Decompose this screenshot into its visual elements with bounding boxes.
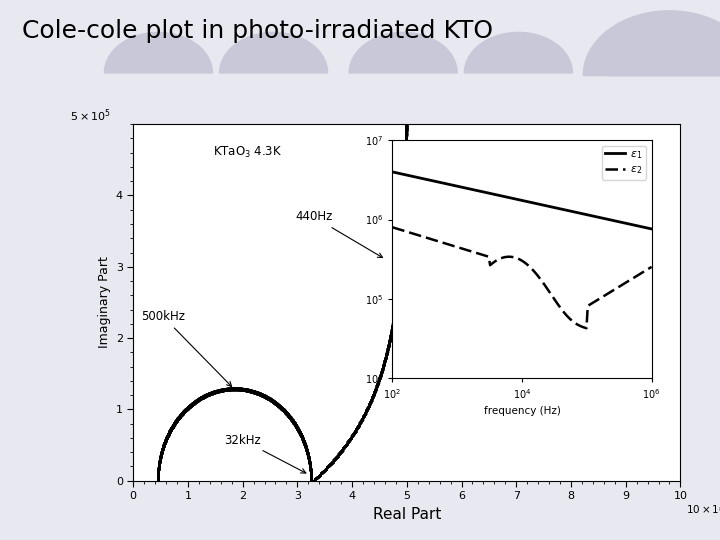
Text: $5\times10^5$: $5\times10^5$ <box>71 107 112 124</box>
Wedge shape <box>104 32 212 73</box>
Text: Cole-cole plot in photo-irradiated KTO: Cole-cole plot in photo-irradiated KTO <box>22 19 492 43</box>
Wedge shape <box>464 32 572 73</box>
Text: 32kHz: 32kHz <box>224 434 306 473</box>
Y-axis label: Imaginary Part: Imaginary Part <box>99 256 112 348</box>
Wedge shape <box>583 11 720 76</box>
Wedge shape <box>608 30 720 76</box>
Legend: $\varepsilon_1$, $\varepsilon_2$: $\varepsilon_1$, $\varepsilon_2$ <box>602 146 646 180</box>
X-axis label: frequency (Hz): frequency (Hz) <box>484 407 560 416</box>
Text: $10\times10^5$: $10\times10^5$ <box>686 502 720 516</box>
Text: 500kHz: 500kHz <box>141 310 232 387</box>
X-axis label: Real Part: Real Part <box>373 507 441 522</box>
Wedge shape <box>220 32 328 73</box>
Text: KTaO$_3$ 4.3K: KTaO$_3$ 4.3K <box>212 145 282 160</box>
Wedge shape <box>349 32 457 73</box>
Text: 440Hz: 440Hz <box>295 211 382 258</box>
